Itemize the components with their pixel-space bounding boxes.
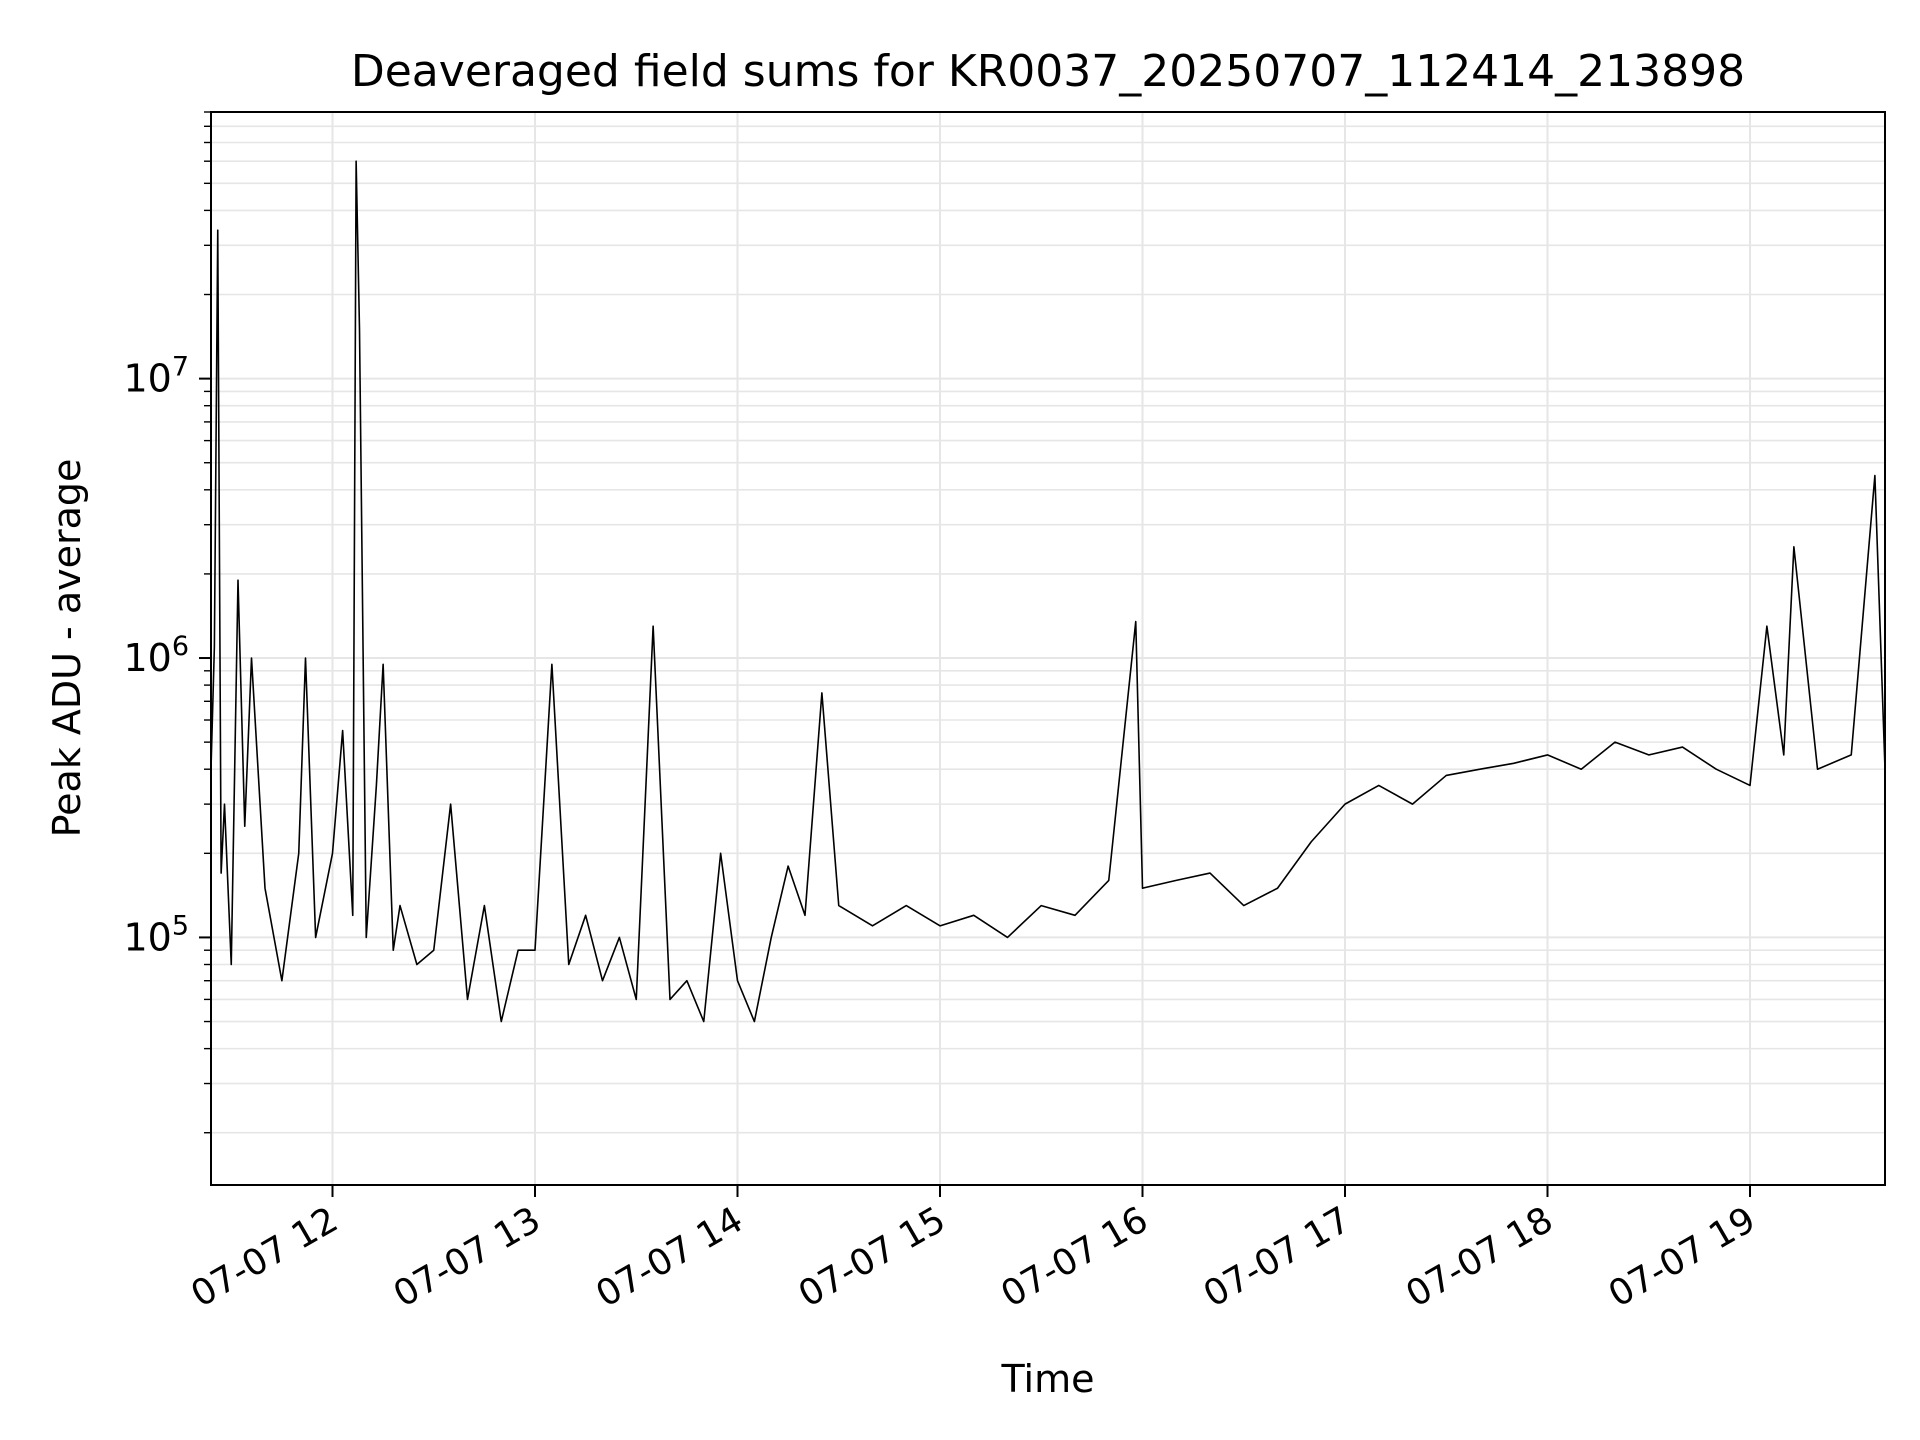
y-tick-label: 105 bbox=[123, 910, 189, 959]
x-tick-label: 07-07 15 bbox=[792, 1199, 953, 1315]
x-tick-label: 07-07 17 bbox=[1197, 1199, 1358, 1315]
x-tick-label: 07-07 12 bbox=[184, 1199, 345, 1315]
series-layer bbox=[210, 160, 1886, 1023]
y-axis: 105 106 107 bbox=[123, 111, 211, 1134]
chart-title: Deaveraged field sums for KR0037_2025070… bbox=[351, 46, 1745, 97]
y-tick-label: 106 bbox=[123, 631, 189, 680]
y-axis-label: Peak ADU - average bbox=[45, 459, 89, 838]
x-axis: 07-07 12 07-07 13 07-07 14 07-07 15 07-07 16… bbox=[184, 1185, 1763, 1316]
grid bbox=[211, 111, 1885, 1185]
x-tick-label: 07-07 16 bbox=[994, 1199, 1155, 1315]
x-tick-label: 07-07 19 bbox=[1602, 1199, 1763, 1315]
y-tick-label: 107 bbox=[123, 352, 189, 401]
x-axis-label: Time bbox=[1001, 1357, 1095, 1401]
x-tick-label: 07-07 13 bbox=[387, 1199, 548, 1315]
plot-frame bbox=[210, 111, 1886, 1186]
x-tick-label: 07-07 14 bbox=[589, 1199, 750, 1315]
series-line bbox=[210, 160, 1886, 1023]
x-tick-label: 07-07 18 bbox=[1399, 1199, 1560, 1315]
